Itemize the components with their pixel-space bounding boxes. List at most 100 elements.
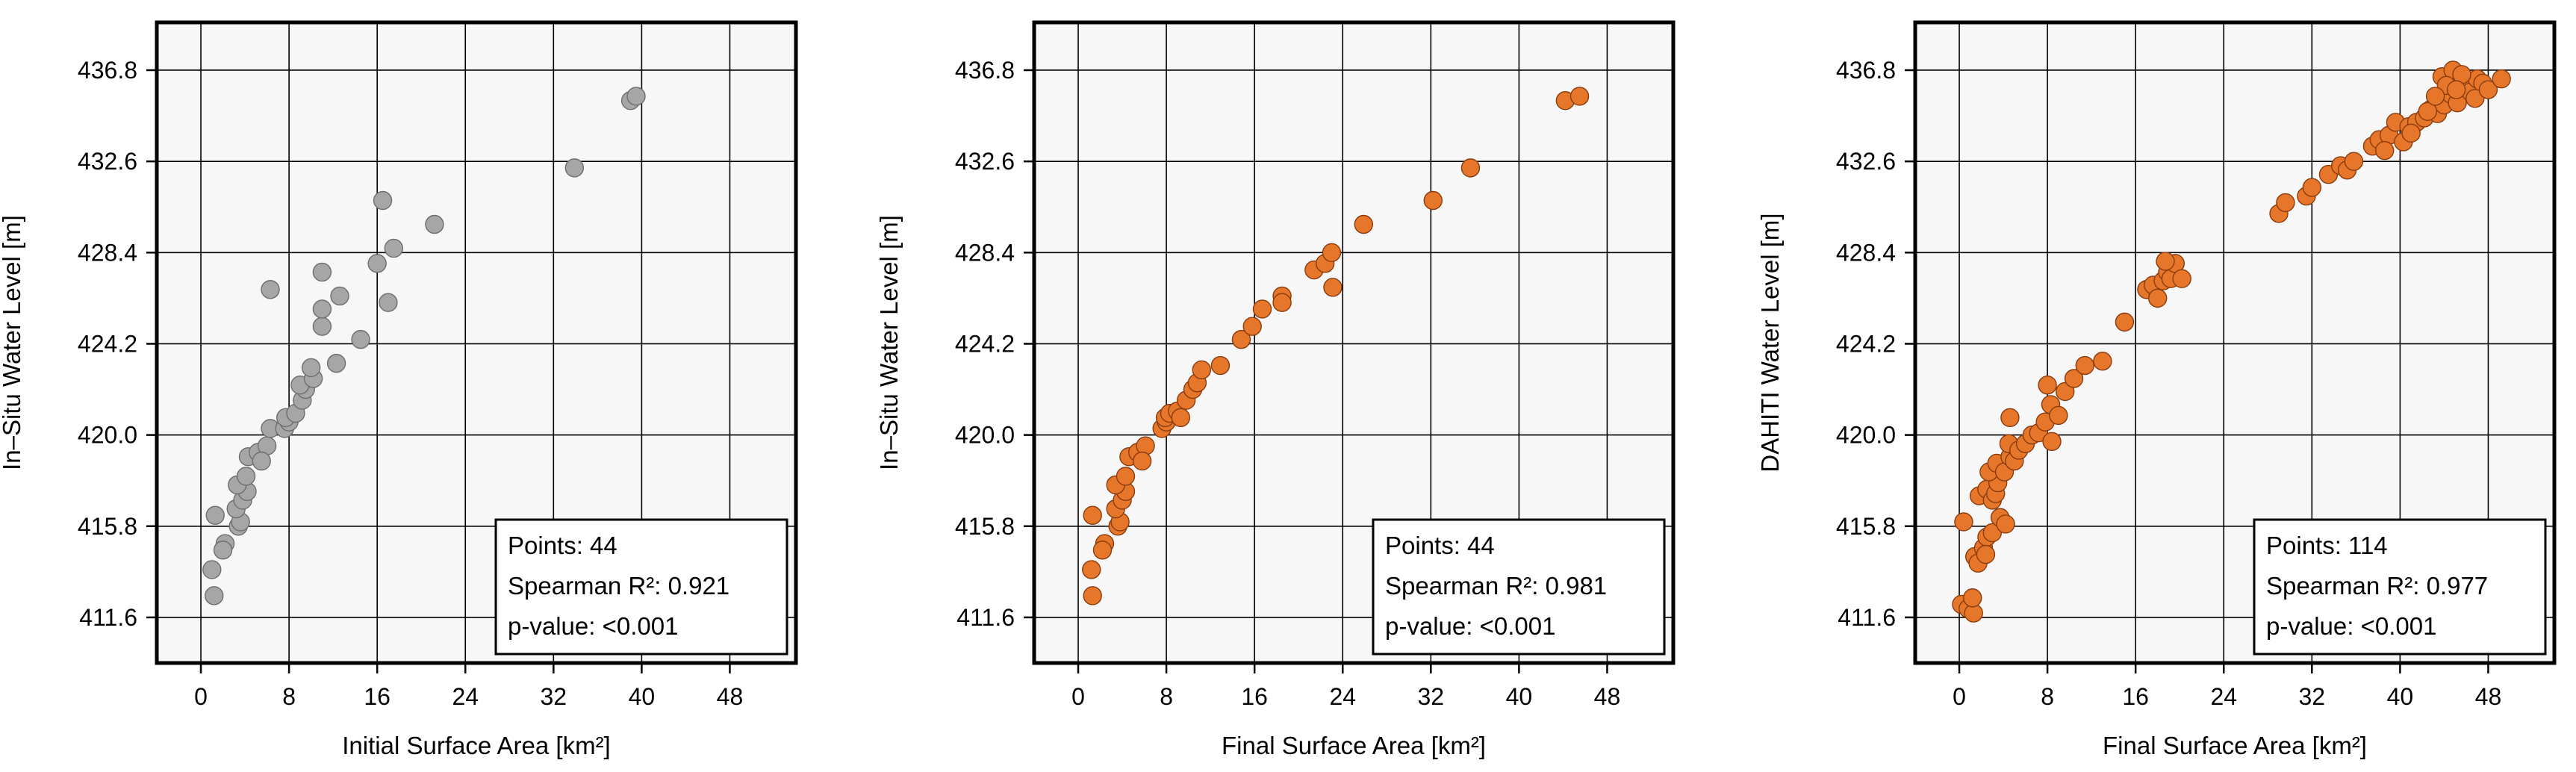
x-tick-label: 16: [2122, 683, 2149, 710]
data-point: [1083, 505, 1102, 525]
stats-spearman: Spearman R²: 0.981: [1385, 572, 1607, 600]
data-point: [2418, 102, 2437, 121]
data-point: [213, 541, 233, 560]
data-point: [301, 358, 321, 378]
y-tick-label: 415.8: [955, 513, 1015, 540]
data-point: [1460, 158, 1481, 178]
data-point: [2465, 89, 2485, 108]
y-tick-label: 428.4: [955, 239, 1015, 266]
data-point: [2147, 288, 2168, 308]
data-point: [2042, 432, 2062, 452]
y-tick-label: 420.0: [955, 422, 1015, 449]
y-tick-label: 436.8: [1836, 57, 1896, 84]
data-point: [384, 238, 404, 258]
data-point: [1569, 87, 1590, 106]
data-point: [2276, 193, 2295, 213]
y-tick-label: 420.0: [78, 422, 137, 449]
x-tick-label: 32: [1418, 683, 1445, 710]
y-tick-label: 415.8: [1836, 513, 1896, 540]
x-tick-label: 8: [1160, 683, 1173, 710]
data-point: [2156, 252, 2175, 271]
data-point: [2425, 87, 2445, 106]
stats-pvalue: p-value: <0.001: [508, 612, 678, 640]
y-tick-label: 428.4: [1836, 239, 1896, 266]
x-tick-label: 16: [1241, 683, 1268, 710]
data-point: [2344, 152, 2364, 171]
stats-box-frame: [494, 518, 788, 656]
scatter-panel-final-area-vs-dahiti: 0 8 16 24 32 40 48 411.6 415.8 420.0 424.2 428.4 432…: [1756, 20, 2557, 759]
data-point: [1963, 588, 1982, 608]
data-point: [1132, 451, 1152, 471]
data-point: [326, 353, 346, 373]
scatter-panel-initial-area-vs-insitu: 0 8 16 24 32 40 48 411.6 415.8 420.0 424.2 428.4 432…: [0, 20, 798, 759]
x-tick-label: 40: [629, 683, 656, 710]
data-point: [261, 280, 280, 299]
data-point: [312, 299, 332, 319]
data-point: [2056, 382, 2075, 402]
x-axis-label: Initial Surface Area [km²]: [342, 732, 610, 759]
stats-points: Points: 114: [2266, 532, 2388, 559]
y-tick-label: 436.8: [78, 57, 137, 84]
data-point: [312, 317, 332, 336]
y-tick-label: 424.2: [1836, 330, 1896, 357]
data-point: [379, 293, 398, 312]
stats-box-frame: [2253, 518, 2547, 656]
x-tick-label: 8: [2041, 683, 2054, 710]
data-point: [2492, 69, 2511, 89]
stats-box: Points: 114 Spearman R²: 0.977 p-value: <0…: [2253, 518, 2547, 656]
data-point: [1083, 586, 1102, 606]
data-point: [2115, 312, 2135, 332]
y-tick-label: 424.2: [955, 330, 1015, 357]
data-point: [236, 467, 256, 486]
data-point: [205, 505, 225, 525]
data-point: [1242, 317, 1262, 336]
stats-pvalue: p-value: <0.001: [1385, 612, 1555, 640]
y-tick-label: 428.4: [78, 239, 137, 266]
y-tick-label: 424.2: [78, 330, 137, 357]
data-points: [1952, 60, 2511, 623]
data-point: [1982, 523, 2003, 543]
x-axis-label: Final Surface Area [km²]: [2103, 732, 2367, 759]
data-point: [1231, 329, 1251, 349]
data-point: [2302, 178, 2322, 197]
y-tick-label: 432.6: [955, 148, 1015, 175]
x-tick-label: 48: [1594, 683, 1621, 710]
data-point: [1423, 190, 1443, 211]
data-point: [2093, 352, 2112, 371]
y-tick-label: 432.6: [1836, 148, 1896, 175]
plot-frame: [155, 20, 798, 665]
data-point: [1082, 560, 1101, 579]
data-point: [1171, 408, 1190, 428]
stats-box: Points: 44 Spearman R²: 0.921 p-value: <0.…: [494, 518, 788, 656]
data-point: [626, 87, 646, 106]
data-point: [1996, 514, 2015, 534]
data-point: [2478, 80, 2498, 99]
data-point: [373, 190, 393, 211]
x-tick-label: 24: [2210, 683, 2237, 710]
data-point: [1323, 278, 1343, 297]
data-point: [1976, 544, 1996, 564]
data-point: [425, 214, 444, 234]
x-tick-label: 0: [1071, 683, 1085, 710]
x-tick-label: 48: [2475, 683, 2502, 710]
data-point: [2000, 408, 2020, 428]
data-point: [1116, 467, 1136, 486]
y-axis-label: In–Situ Water Level [m]: [0, 215, 25, 470]
data-point: [1252, 299, 1272, 319]
data-point: [564, 158, 585, 178]
data-point: [330, 286, 349, 306]
data-point: [1192, 360, 1212, 380]
x-tick-label: 40: [2387, 683, 2414, 710]
data-points: [1082, 87, 1590, 606]
data-points: [202, 87, 646, 606]
data-point: [2401, 123, 2421, 143]
data-point: [1210, 355, 1231, 376]
data-point: [2049, 405, 2068, 426]
x-tick-label: 0: [194, 683, 208, 710]
y-tick-label: 436.8: [955, 57, 1015, 84]
stats-box: Points: 44 Spearman R²: 0.981 p-value: <0.…: [1372, 518, 1666, 656]
data-point: [1092, 541, 1113, 560]
y-tick-label: 415.8: [78, 513, 137, 540]
x-tick-label: 8: [282, 683, 296, 710]
y-tick-label: 411.6: [1838, 604, 1896, 631]
